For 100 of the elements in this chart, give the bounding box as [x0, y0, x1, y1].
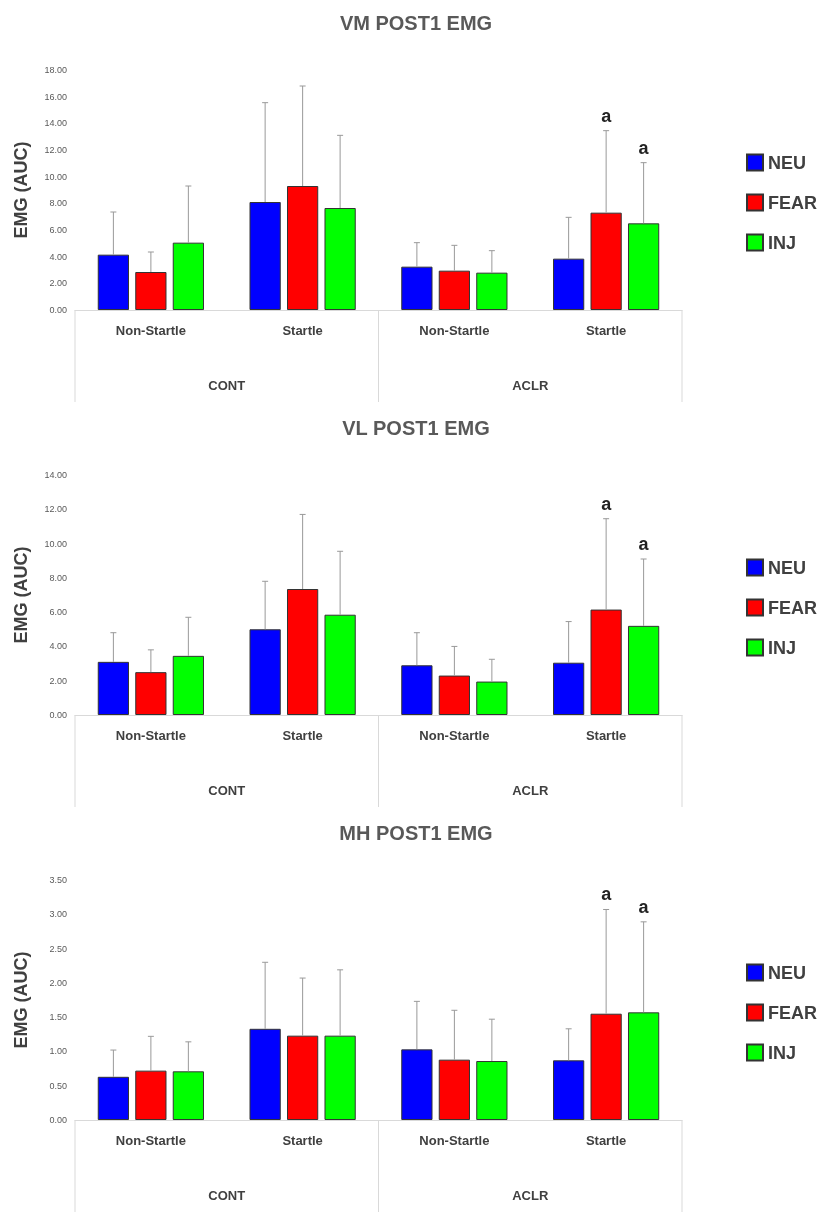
- bar: [135, 1070, 167, 1120]
- bar: [627, 223, 660, 310]
- x-tick-label: Startle: [585, 1133, 627, 1148]
- y-tick-label: 8.00: [49, 572, 67, 583]
- y-tick-label: 14.00: [44, 118, 67, 129]
- bar: [438, 1059, 470, 1120]
- bar: [249, 1028, 281, 1120]
- y-tick-label: 1.00: [49, 1046, 67, 1057]
- y-tick-label: 2.50: [49, 943, 67, 954]
- annotation: a: [601, 493, 613, 514]
- text: ACLR: [512, 377, 549, 393]
- x-tick-label: Startle: [282, 728, 323, 743]
- y-tick-label: 4.00: [49, 641, 67, 652]
- bar: [590, 212, 622, 310]
- y-axis-title: EMG (AUC): [11, 951, 31, 1049]
- bar: [401, 1049, 433, 1120]
- x-tick-label: Non-Startle: [115, 728, 186, 743]
- y-axis-title: EMG (AUC): [11, 141, 31, 239]
- bar: [401, 266, 433, 310]
- chart-title: VM POST1 EMG: [339, 12, 493, 34]
- bar: [553, 1060, 585, 1120]
- annotation: a: [601, 105, 613, 126]
- y-tick-label: 10.00: [44, 538, 67, 549]
- y-tick-label: 2.00: [49, 977, 67, 988]
- bar: [287, 186, 319, 310]
- y-tick-label: 16.00: [44, 91, 67, 102]
- bar: [172, 655, 204, 715]
- y-tick-label: 14.00: [44, 470, 67, 480]
- chart-title: MH POST1 EMG: [339, 822, 493, 844]
- x-tick-label: Non-Startle: [419, 323, 490, 338]
- bar: [476, 681, 508, 715]
- y-tick-label: 2.00: [49, 675, 67, 686]
- bar: [438, 270, 470, 310]
- y-tick-label: 2.00: [49, 278, 67, 289]
- x-tick-label: Non-Startle: [419, 1133, 490, 1148]
- y-axis-title: EMG (AUC): [11, 546, 31, 644]
- y-tick-label: 12.00: [44, 145, 67, 155]
- y-tick-label: 0.00: [49, 710, 67, 720]
- bar: [249, 202, 281, 310]
- bar: [287, 589, 319, 715]
- bar: [324, 208, 356, 310]
- legend-label: NEU: [768, 152, 807, 173]
- bar: [172, 242, 204, 310]
- y-tick-label: 8.00: [49, 198, 67, 209]
- text: CONT: [208, 782, 246, 798]
- bar: [590, 609, 622, 715]
- annotation: a: [601, 884, 613, 905]
- legend-label: INJ: [768, 232, 797, 253]
- bar: [172, 1071, 204, 1120]
- annotation: a: [638, 896, 650, 917]
- y-tick-label: 6.00: [49, 607, 67, 618]
- legend-label: INJ: [768, 637, 797, 658]
- bar: [97, 1076, 130, 1120]
- x-tick-label: Startle: [585, 728, 627, 743]
- y-tick-label: 1.50: [49, 1012, 67, 1023]
- bar: [553, 662, 585, 715]
- bar: [287, 1035, 319, 1120]
- bar: [627, 1012, 660, 1120]
- x-tick-label: Startle: [282, 323, 323, 338]
- bar: [324, 1035, 356, 1120]
- y-tick-label: 3.50: [49, 875, 67, 885]
- bar: [476, 1061, 508, 1120]
- x-tick-label: Startle: [585, 323, 627, 338]
- bar: [135, 672, 167, 715]
- bar: [249, 629, 281, 715]
- y-tick-label: 0.50: [49, 1080, 67, 1091]
- text: CONT: [208, 1187, 246, 1203]
- legend-label: FEAR: [768, 192, 817, 213]
- bar: [97, 661, 130, 715]
- legend-label: INJ: [768, 1042, 797, 1063]
- annotation: a: [638, 534, 650, 554]
- text: ACLR: [512, 1187, 549, 1203]
- bar: [97, 254, 130, 310]
- legend-label: NEU: [768, 557, 807, 578]
- text: ACLR: [512, 782, 549, 798]
- bar: [135, 272, 167, 310]
- legend-label: FEAR: [768, 1002, 817, 1023]
- y-tick-label: 6.00: [49, 225, 67, 235]
- bar: [438, 675, 470, 715]
- y-tick-label: 18.00: [44, 65, 67, 75]
- x-tick-label: Non-Startle: [419, 728, 490, 743]
- bar: [553, 258, 585, 310]
- y-tick-label: 0.00: [49, 305, 67, 315]
- y-tick-label: 12.00: [44, 504, 67, 515]
- y-tick-label: 0.00: [49, 1115, 67, 1125]
- bar: [476, 272, 508, 310]
- legend-label: FEAR: [768, 597, 817, 618]
- y-tick-label: 3.00: [49, 909, 67, 920]
- chart-title: VL POST1 EMG: [342, 417, 490, 439]
- legend-label: NEU: [768, 962, 807, 983]
- bar: [401, 665, 433, 715]
- text: CONT: [208, 377, 246, 393]
- x-tick-label: Startle: [282, 1133, 323, 1148]
- bar: [324, 614, 356, 715]
- x-tick-label: Non-Startle: [115, 323, 186, 338]
- annotation: a: [638, 137, 650, 158]
- x-tick-label: Non-Startle: [115, 1133, 186, 1148]
- y-tick-label: 10.00: [44, 171, 67, 182]
- bar: [590, 1013, 622, 1120]
- bar: [627, 625, 660, 715]
